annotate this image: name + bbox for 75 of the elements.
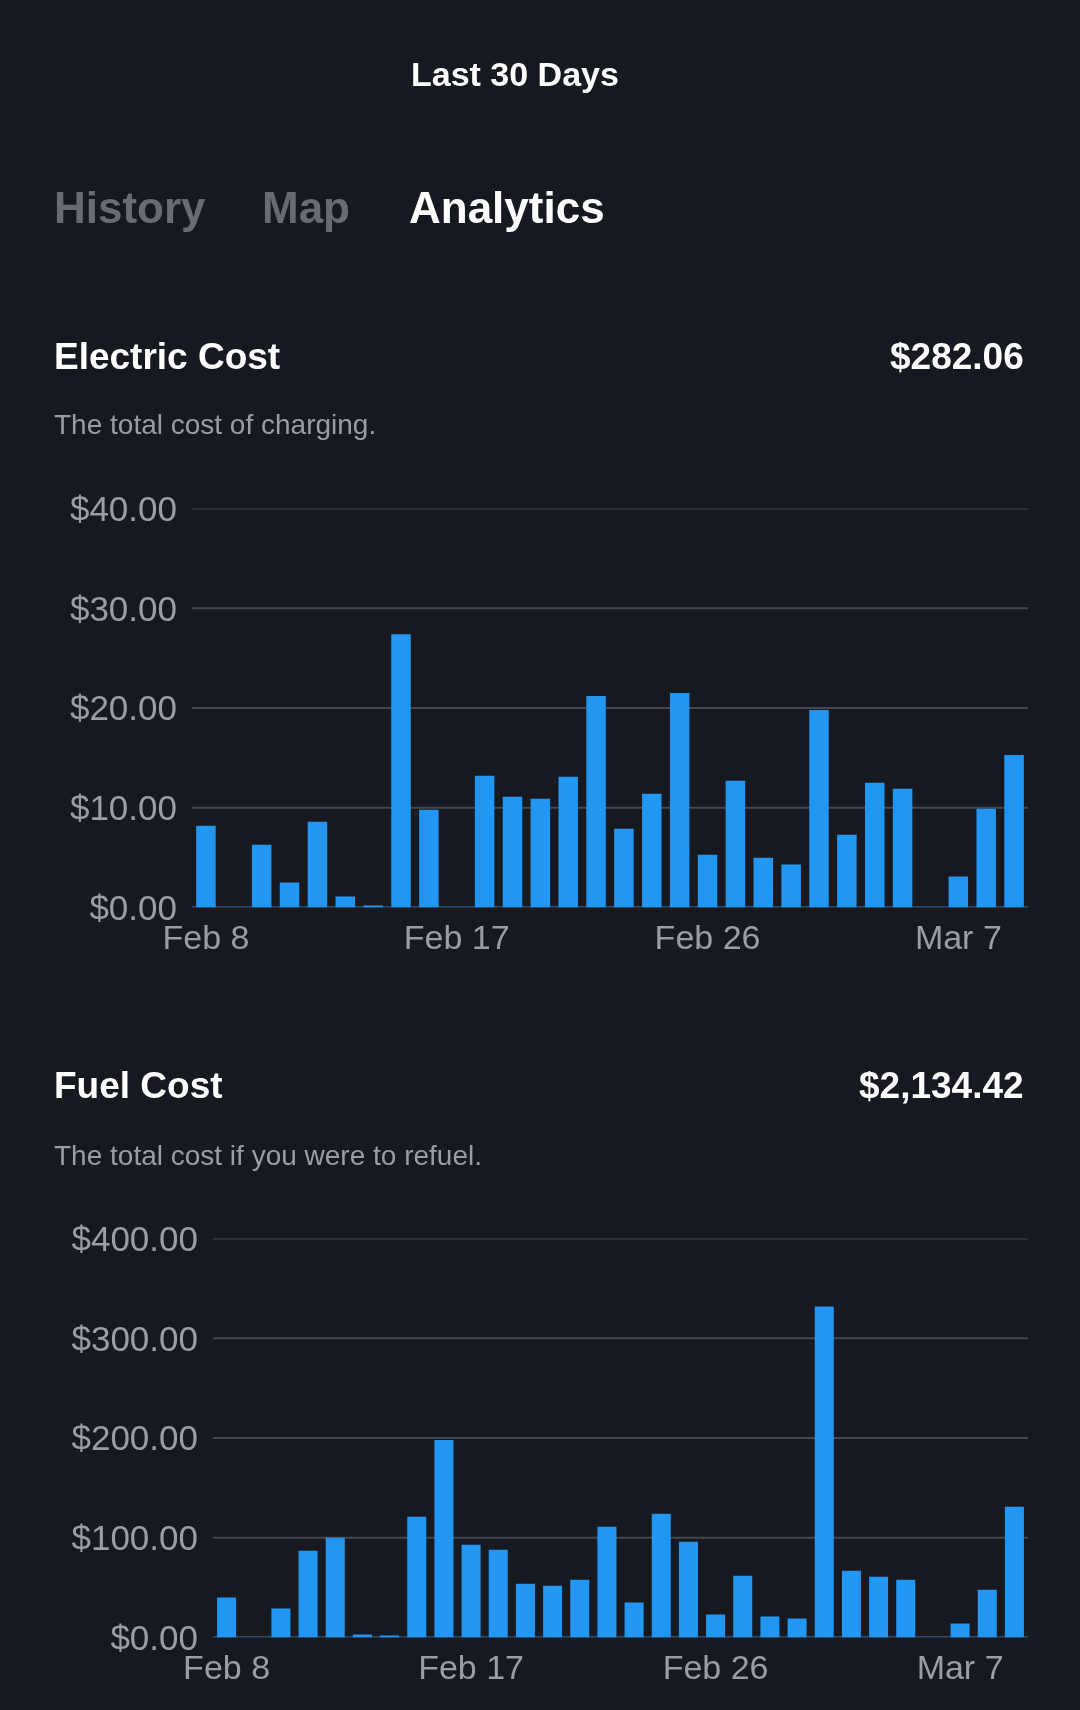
bar: [624, 1602, 644, 1638]
x-tick-label: Feb 26: [654, 917, 761, 956]
text: $2,134.42: [859, 1065, 1024, 1106]
x-tick-label: Feb 17: [403, 917, 510, 956]
text: History: [54, 183, 207, 232]
bar: [543, 1585, 563, 1638]
bar: [217, 1597, 237, 1638]
bar: [706, 1614, 726, 1638]
bar: [1004, 754, 1024, 908]
bar: [950, 1623, 970, 1638]
bar: [558, 776, 578, 908]
bar: [697, 854, 718, 908]
bar: [678, 1541, 698, 1638]
chart-title: Electric Cost: [54, 336, 281, 377]
bar: [892, 788, 913, 908]
bar: [391, 634, 411, 908]
bar: [488, 1549, 508, 1638]
bar: [814, 1306, 834, 1638]
y-tick-label: $200.00: [71, 1418, 198, 1458]
chart-subtitle: The total cost if you were to refuel.: [54, 1140, 482, 1171]
bar: [298, 1550, 318, 1638]
bar: [419, 809, 439, 908]
bar: [251, 844, 272, 908]
bar: [474, 775, 495, 908]
bar: [760, 1616, 780, 1638]
x-tick-label: Mar 7: [916, 1647, 1004, 1686]
bar: [651, 1513, 671, 1638]
bar: [586, 696, 606, 908]
bar: [753, 857, 774, 908]
bar: [271, 1608, 291, 1638]
bar: [976, 808, 996, 908]
x-tick-label: Feb 17: [418, 1647, 525, 1686]
bar: [434, 1440, 454, 1638]
bar: [733, 1575, 753, 1638]
bar: [407, 1516, 427, 1638]
bar: [461, 1544, 481, 1638]
y-tick-label: $300.00: [71, 1318, 198, 1358]
bar: [279, 882, 300, 908]
bar: [614, 828, 634, 908]
y-tick-label: $400.00: [71, 1218, 198, 1258]
bar: [869, 1576, 889, 1638]
text: Map: [262, 183, 350, 232]
bar: [896, 1579, 916, 1638]
text: Analytics: [409, 183, 605, 232]
bar: [196, 825, 216, 908]
y-tick-label: $100.00: [71, 1518, 198, 1558]
bar: [837, 834, 857, 908]
bar: [325, 1537, 345, 1638]
bar: [515, 1583, 535, 1638]
bar: [570, 1579, 590, 1638]
y-tick-label: $30.00: [69, 588, 177, 628]
bar: [948, 876, 969, 908]
y-tick-label: $20.00: [69, 688, 177, 728]
bar: [307, 821, 328, 908]
text: $282.06: [890, 336, 1024, 377]
bar: [841, 1570, 861, 1638]
x-tick-label: Feb 26: [662, 1647, 769, 1686]
chart-title: Fuel Cost: [54, 1065, 223, 1106]
bar: [977, 1589, 997, 1638]
bar: [725, 780, 746, 908]
bar: [864, 782, 885, 908]
bar: [669, 693, 690, 908]
bar: [1004, 1506, 1024, 1638]
text: Last 30 Days: [411, 55, 619, 93]
bar: [597, 1526, 617, 1638]
bar: [502, 796, 523, 908]
x-tick-label: Mar 7: [914, 917, 1002, 956]
y-tick-label: $40.00: [69, 488, 177, 528]
bar: [781, 864, 801, 908]
bar: [787, 1618, 807, 1638]
bar: [809, 710, 829, 908]
y-tick-label: $10.00: [69, 788, 177, 828]
bar: [530, 798, 551, 908]
chart-subtitle: The total cost of charging.: [54, 409, 377, 440]
bar: [642, 793, 662, 908]
